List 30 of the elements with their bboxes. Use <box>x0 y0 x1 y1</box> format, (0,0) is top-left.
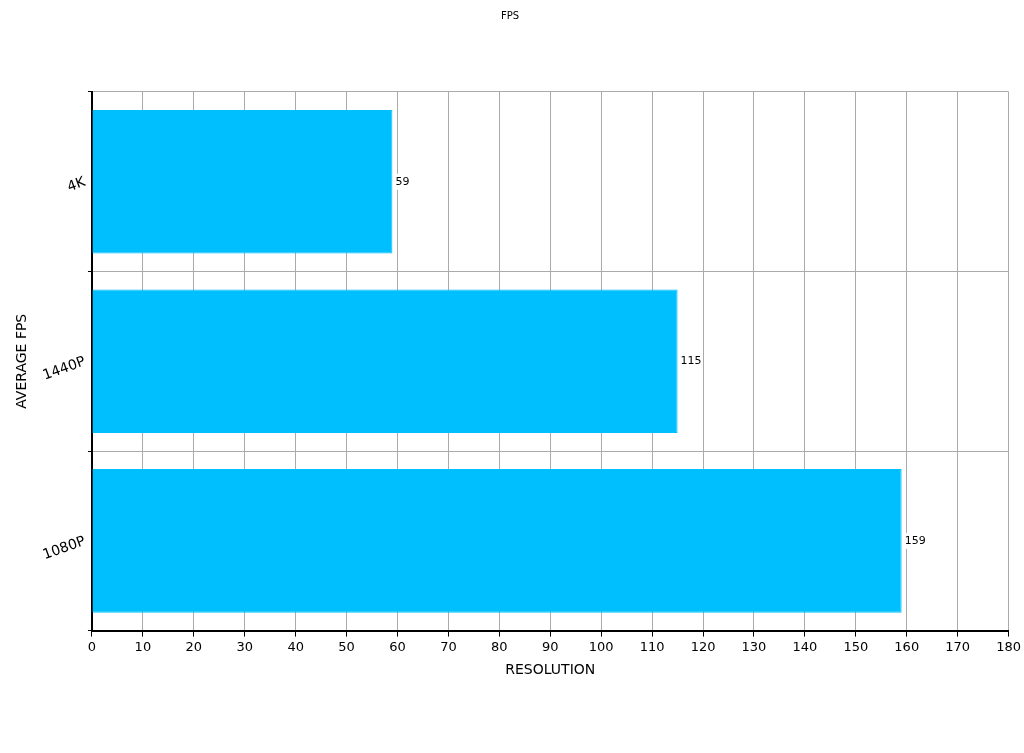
x-tick-label: 100 <box>588 638 614 654</box>
data-label: 159 <box>904 533 926 547</box>
x-tick-label: 170 <box>945 638 971 654</box>
x-tick-label: 120 <box>690 638 716 654</box>
x-tick-label: 50 <box>338 638 355 654</box>
x-tick-label: 0 <box>87 638 97 654</box>
chart-title: FPS <box>500 9 520 21</box>
bar <box>92 289 678 434</box>
bar <box>92 109 393 254</box>
x-tick-label: 140 <box>792 638 818 654</box>
x-tick-label: 160 <box>894 638 920 654</box>
x-axis-title: RESOLUTION <box>505 661 596 678</box>
data-label: 59 <box>395 174 410 188</box>
x-tick-label: 20 <box>185 638 203 654</box>
x-tick-label: 40 <box>287 638 304 654</box>
x-tick-label: 80 <box>491 638 508 654</box>
x-tick-label: 150 <box>843 638 869 654</box>
x-tick-label: 130 <box>741 638 767 654</box>
x-tick-label: 90 <box>542 638 559 654</box>
y-axis-title: AVERAGE FPS <box>13 313 30 409</box>
bar <box>92 469 902 613</box>
y-tick-label: 4K <box>64 172 88 195</box>
x-tick-label: 180 <box>996 638 1022 654</box>
x-tick-label: 10 <box>134 638 152 654</box>
x-tick-label: 60 <box>389 638 406 654</box>
x-tick-label: 110 <box>639 638 665 654</box>
data-label: 115 <box>680 354 702 368</box>
x-tick-label: 30 <box>236 638 254 654</box>
x-tick-label: 70 <box>440 638 457 654</box>
y-tick-label: 1440P <box>40 352 88 383</box>
